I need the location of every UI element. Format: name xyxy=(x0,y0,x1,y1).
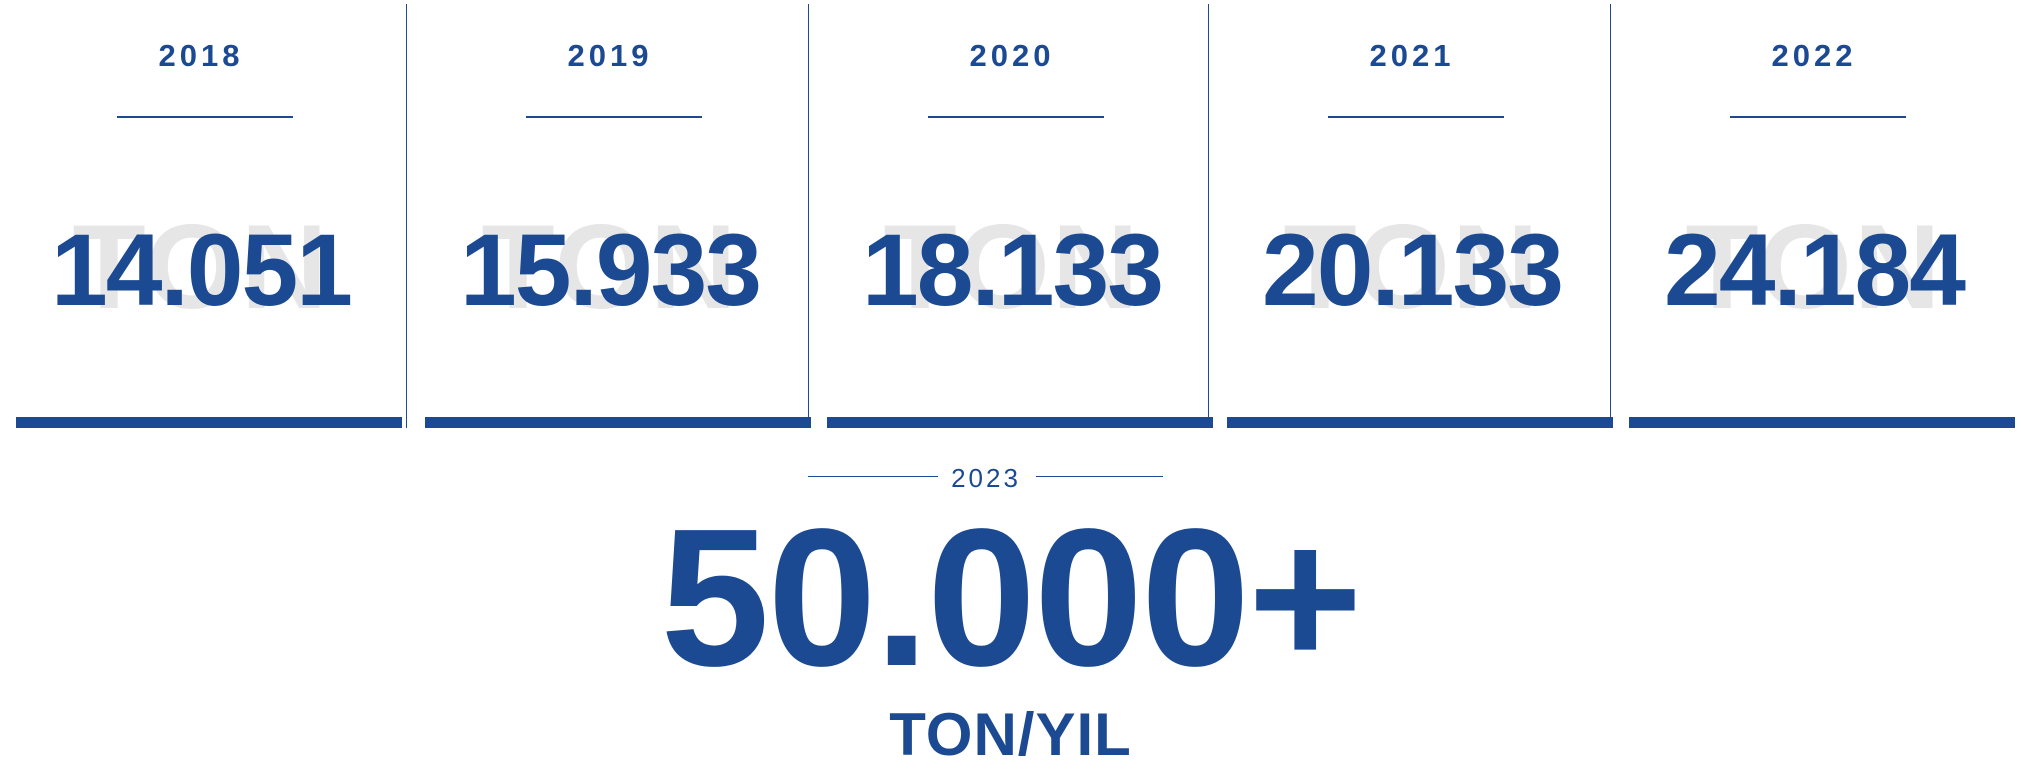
year-column: 2021 TON 20.133 xyxy=(1211,0,1613,440)
rule xyxy=(928,116,1104,118)
watermark: TON xyxy=(1685,200,1943,334)
divider xyxy=(406,4,407,428)
rule xyxy=(1036,476,1163,477)
value: 14.051 xyxy=(51,213,353,327)
base-bar xyxy=(425,417,811,428)
value: 18.133 xyxy=(862,213,1164,327)
base-bar xyxy=(827,417,1213,428)
year-column: 2019 TON 15.933 xyxy=(409,0,811,440)
year-label: 2021 xyxy=(1369,38,1455,73)
value: 15.933 xyxy=(460,213,762,327)
base-bar xyxy=(16,417,402,428)
divider xyxy=(1610,4,1611,428)
rule xyxy=(808,476,938,477)
divider xyxy=(808,4,809,428)
rule xyxy=(526,116,702,118)
year-column: 2020 TON 18.133 xyxy=(811,0,1213,440)
value: 20.133 xyxy=(1262,213,1564,327)
value: 24.184 xyxy=(1664,213,1966,327)
watermark: TON xyxy=(883,200,1141,334)
year-column: 2018 TON 14.051 xyxy=(0,0,402,440)
year-label: 2019 xyxy=(567,38,653,73)
year-column: 2022 TON 24.184 xyxy=(1613,0,2015,440)
highlight-year: 2023 xyxy=(951,463,1021,493)
watermark: TON xyxy=(72,200,330,334)
divider xyxy=(1208,4,1209,428)
year-label: 2020 xyxy=(969,38,1055,73)
watermark: TON xyxy=(1283,200,1541,334)
highlight-value: 50.000+ xyxy=(660,488,1363,707)
year-label: 2018 xyxy=(158,38,244,73)
watermark: TON xyxy=(481,200,739,334)
rule xyxy=(1328,116,1504,118)
base-bar xyxy=(1629,417,2015,428)
rule xyxy=(1730,116,1906,118)
rule xyxy=(117,116,293,118)
year-label: 2022 xyxy=(1771,38,1857,73)
highlight-unit: TON/YIL xyxy=(889,701,1132,768)
base-bar xyxy=(1227,417,1613,428)
